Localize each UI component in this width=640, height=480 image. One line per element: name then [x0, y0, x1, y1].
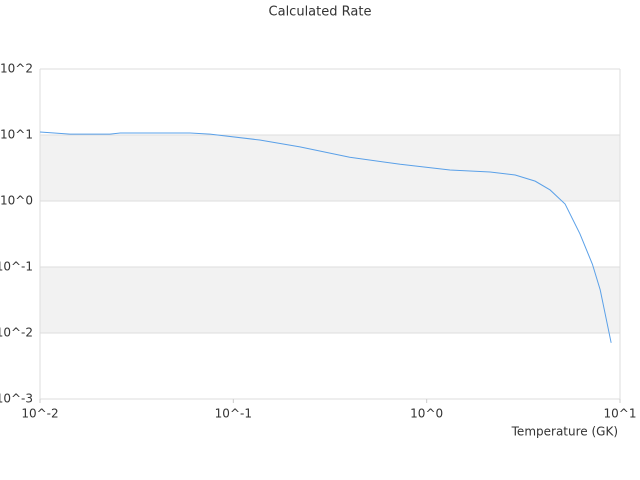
y-tick-label: 10^0 [0, 194, 33, 208]
grid-band [40, 333, 620, 399]
data-line [39, 131, 612, 343]
x-axis-label: Temperature (GK) [511, 425, 618, 439]
y-tick-label: 10^-3 [0, 392, 33, 406]
grid-band [40, 201, 620, 267]
y-tick-label: 10^-2 [0, 326, 33, 340]
y-tick-label: 10^1 [0, 128, 33, 142]
x-tick-label: 10^-1 [215, 407, 252, 421]
grid-band [40, 135, 620, 201]
y-tick-label: 10^2 [0, 62, 33, 76]
grid-band [40, 69, 620, 135]
grid-band [40, 267, 620, 333]
x-tick-label: 10^1 [604, 407, 637, 421]
chart-title: Calculated Rate [269, 5, 372, 20]
x-tick-label: 10^-2 [21, 407, 58, 421]
y-tick-label: 10^-1 [0, 260, 33, 274]
x-tick-label: 10^0 [410, 407, 443, 421]
